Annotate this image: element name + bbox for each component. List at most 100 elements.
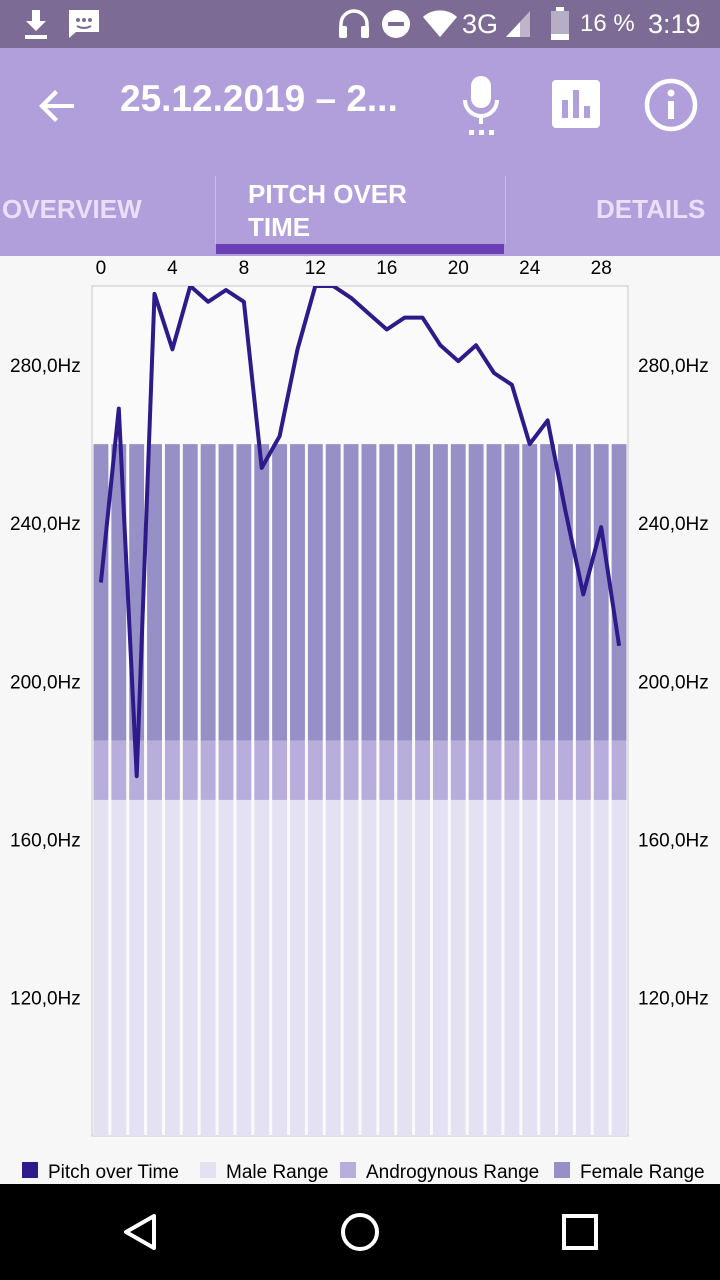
message-icon [66, 0, 102, 48]
battery-icon [550, 0, 570, 48]
y-tick-label-left: 240,0Hz [10, 514, 81, 535]
recents-square-icon[interactable] [552, 1184, 608, 1280]
x-tick-label: 20 [448, 258, 469, 279]
range-bar-female-range [236, 444, 252, 741]
range-bar-male-range [325, 799, 341, 1136]
range-bar-female-range [147, 444, 162, 741]
range-bar-male-range [307, 799, 323, 1136]
tab-label-line1: PITCH OVER [248, 179, 407, 209]
range-bar-female-range [432, 444, 448, 741]
bar-chart-icon[interactable] [550, 78, 602, 130]
range-bar-androgynous-range [361, 740, 377, 800]
signal-icon [504, 0, 532, 48]
x-tick-label: 12 [305, 258, 326, 279]
range-bar-female-range [415, 444, 430, 741]
range-bar-female-range [593, 444, 609, 741]
range-bar-androgynous-range [432, 740, 448, 800]
range-bar-androgynous-range [415, 740, 430, 800]
range-bar-androgynous-range [272, 740, 288, 800]
range-bar-androgynous-range [111, 740, 127, 800]
range-bar-androgynous-range [147, 740, 162, 800]
home-circle-icon[interactable] [332, 1184, 388, 1280]
range-bar-male-range [200, 799, 216, 1136]
tab-indicator [216, 244, 504, 254]
range-bar-androgynous-range [468, 740, 484, 800]
range-bar-female-range [182, 444, 198, 741]
range-bar-male-range [343, 799, 359, 1136]
pitch-line [98, 286, 622, 779]
legend-swatch [554, 1162, 570, 1178]
range-bar-male-range [182, 799, 198, 1136]
range-bar-androgynous-range [593, 740, 609, 800]
range-bar-male-range [432, 799, 448, 1136]
range-bar-male-range [611, 799, 627, 1136]
range-bar-female-range [468, 444, 484, 741]
legend-label: Androgynous Range [366, 1162, 539, 1183]
range-bar-male-range [593, 799, 609, 1136]
back-arrow-icon[interactable] [32, 78, 82, 134]
system-nav-bar [0, 1184, 720, 1280]
range-bar-androgynous-range [611, 740, 627, 800]
info-icon[interactable] [642, 76, 700, 134]
range-bar-androgynous-range [486, 740, 502, 800]
range-bar-male-range [522, 799, 538, 1136]
range-bar-male-range [93, 799, 109, 1136]
tab-divider [215, 176, 216, 244]
range-bar-male-range [361, 799, 377, 1136]
range-bar-androgynous-range [200, 740, 216, 800]
range-bar-female-range [450, 444, 466, 741]
range-bar-androgynous-range [343, 740, 359, 800]
range-bar-androgynous-range [182, 740, 198, 800]
range-bar-male-range [272, 799, 288, 1136]
range-bar-androgynous-range [504, 740, 520, 800]
legend-label: Female Range [580, 1162, 705, 1183]
tab-divider [505, 176, 506, 244]
network-type: 3G [462, 8, 499, 39]
pitch-chart: 0 4 8 12 16 20 24 28 280,0Hz 280,0Hz 240,0Hz 240,0… [10, 258, 709, 1183]
range-bar-female-range [200, 444, 216, 741]
range-bar-male-range [486, 799, 502, 1136]
legend: Pitch over Time Male Range Androgynous Ran… [22, 1162, 705, 1183]
range-bar-androgynous-range [93, 740, 109, 800]
range-bar-androgynous-range [450, 740, 466, 800]
range-bar-androgynous-range [540, 740, 556, 800]
range-bar-female-range [93, 444, 109, 741]
y-tick-label-right: 160,0Hz [638, 830, 709, 851]
range-bar-female-range [325, 444, 341, 741]
range-bar-female-range [218, 444, 234, 741]
range-bar-male-range [147, 799, 162, 1136]
y-tick-label-right: 200,0Hz [638, 672, 709, 693]
range-bar-male-range [450, 799, 466, 1136]
x-tick-label: 0 [96, 258, 107, 279]
range-bar-female-range [397, 444, 413, 741]
range-bar-male-range [540, 799, 556, 1136]
tab-pitch-over-time[interactable]: PITCH OVER TIME [248, 178, 407, 244]
y-tick-label-left: 200,0Hz [10, 672, 81, 693]
range-bar-female-range [272, 444, 288, 741]
range-bar-androgynous-range [325, 740, 341, 800]
range-bar-male-range [129, 799, 145, 1136]
y-tick-label-right: 280,0Hz [638, 356, 709, 377]
range-bar-female-range [254, 444, 270, 741]
range-bar-female-range [290, 444, 305, 741]
range-bar-androgynous-range [575, 740, 591, 800]
range-bar-male-range [111, 799, 127, 1136]
microphone-icon[interactable] [456, 72, 506, 140]
range-bar-male-range [164, 799, 180, 1136]
range-bar-female-range [540, 444, 556, 741]
tab-overview[interactable]: OVERVIEW [2, 194, 142, 224]
range-bar-androgynous-range [379, 740, 395, 800]
x-tick-label: 28 [591, 258, 612, 279]
legend-label: Pitch over Time [48, 1162, 179, 1183]
range-bar-female-range [164, 444, 180, 741]
tab-details[interactable]: DETAILS [596, 194, 706, 224]
range-bar-female-range [343, 444, 359, 741]
range-bar-androgynous-range [236, 740, 252, 800]
range-bar-androgynous-range [164, 740, 180, 800]
download-icon [22, 0, 50, 48]
y-tick-label-right: 240,0Hz [638, 514, 709, 535]
range-bar-androgynous-range [254, 740, 270, 800]
x-axis-ticks: 0 4 8 12 16 20 24 28 [96, 258, 612, 279]
range-bar-male-range [415, 799, 430, 1136]
back-triangle-icon[interactable] [112, 1184, 168, 1280]
